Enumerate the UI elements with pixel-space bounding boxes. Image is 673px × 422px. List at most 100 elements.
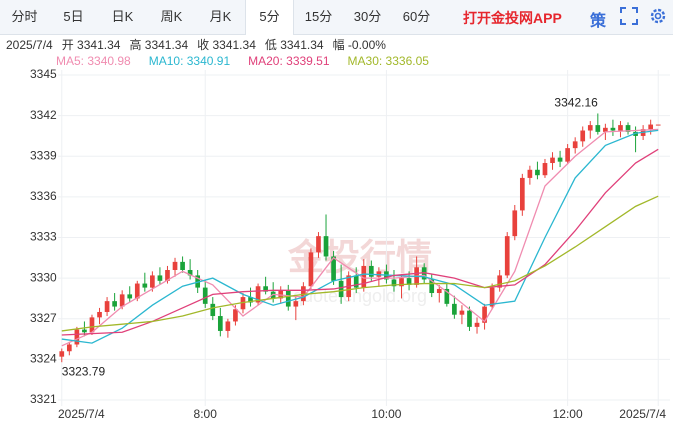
candle-body xyxy=(66,344,72,352)
candle-body xyxy=(225,321,231,331)
candle-body xyxy=(157,275,163,281)
candle-body xyxy=(467,310,472,327)
candle-body xyxy=(504,236,510,276)
x-tick-label: 12:00 xyxy=(553,407,583,421)
candle-body xyxy=(217,316,223,331)
candle-body xyxy=(308,252,314,287)
candle-body xyxy=(648,124,654,130)
candle-body xyxy=(180,261,185,270)
candle-body xyxy=(603,127,608,132)
x-tick-label: 2025/7/4 xyxy=(619,407,666,421)
open-app-link[interactable]: 打开金投网APP xyxy=(463,10,562,26)
candle-body xyxy=(444,288,450,304)
extreme-label: 3342.16 xyxy=(554,96,598,110)
y-tick-label: 3339 xyxy=(30,148,57,162)
x-tick-label: 10:00 xyxy=(371,407,401,421)
tab[interactable]: 5日 xyxy=(63,9,84,24)
candle-body xyxy=(474,322,480,327)
candle-body xyxy=(542,163,548,176)
ma-line xyxy=(61,129,659,344)
candle-body xyxy=(172,261,178,270)
y-tick-label: 3333 xyxy=(30,230,57,244)
candle-body xyxy=(119,294,125,307)
tab[interactable]: 30分 xyxy=(353,9,382,24)
candle-body xyxy=(429,279,435,294)
candle-body xyxy=(127,294,133,299)
y-tick-label: 3342 xyxy=(30,108,57,122)
candle-body xyxy=(368,265,374,277)
strategy-button[interactable]: 策 xyxy=(590,13,607,30)
x-tick-label: 8:00 xyxy=(194,407,218,421)
candle-body xyxy=(391,279,397,287)
candle-body xyxy=(399,278,404,287)
candle-body xyxy=(89,317,95,333)
candle-body xyxy=(595,125,601,132)
tab[interactable]: 月K xyxy=(209,9,232,24)
candle-body xyxy=(557,157,563,162)
tab-bar: 分时 5日 日K 周K 月K 5分 15分 30分 60分 xyxy=(0,0,673,35)
candle-body xyxy=(323,236,329,257)
legend-entry: MA10: 3340.91 xyxy=(149,54,231,68)
info-item: 开 3341.34 xyxy=(62,38,121,52)
tab[interactable]: 60分 xyxy=(402,9,431,24)
y-tick-label: 3327 xyxy=(30,311,57,325)
candle-body xyxy=(82,329,87,333)
candle-body xyxy=(195,275,201,288)
candle-body xyxy=(285,290,291,307)
candle-body xyxy=(240,297,246,310)
info-item: 收 3341.34 xyxy=(197,38,256,52)
tab[interactable]: 周K xyxy=(160,9,183,24)
y-tick-label: 3324 xyxy=(30,352,57,366)
candle-body xyxy=(535,169,540,176)
tab[interactable]: 15分 xyxy=(304,9,333,24)
tab[interactable]: 日K xyxy=(111,9,134,24)
candle-body xyxy=(376,271,382,277)
info-item: 低 3341.34 xyxy=(265,38,324,52)
candle-body xyxy=(338,280,344,298)
candle-body xyxy=(142,283,148,288)
candle-body xyxy=(233,309,238,322)
candle-body xyxy=(512,210,518,237)
candle-body xyxy=(565,148,570,162)
candle-body xyxy=(452,303,457,315)
candle-body xyxy=(459,310,465,315)
candle-body xyxy=(255,286,261,303)
x-tick-label: 2025/7/4 xyxy=(58,407,105,421)
candle-body xyxy=(519,177,525,211)
tab[interactable]: 分时 xyxy=(11,9,38,24)
legend-entry: MA5: 3340.98 xyxy=(56,54,131,68)
candle-body xyxy=(134,283,140,299)
candle-body xyxy=(278,290,284,299)
candle-body xyxy=(436,288,442,294)
candle-body xyxy=(301,286,306,302)
candle-body xyxy=(610,127,616,131)
fullscreen-icon[interactable] xyxy=(620,7,638,25)
candle-body xyxy=(550,157,555,164)
candle-body xyxy=(587,125,593,131)
candle-body xyxy=(112,301,117,307)
candle-body xyxy=(248,297,253,303)
candle-body xyxy=(104,301,110,312)
y-tick-label: 3321 xyxy=(30,392,57,406)
candle-body xyxy=(316,236,321,253)
candle-body xyxy=(655,124,661,126)
settings-icon[interactable] xyxy=(648,6,668,26)
candle-body xyxy=(202,287,208,304)
candle-body xyxy=(625,125,631,132)
candle-body xyxy=(361,265,367,288)
y-tick-label: 3330 xyxy=(30,270,57,284)
candle-body xyxy=(527,169,533,178)
info-item: 高 3341.34 xyxy=(129,37,188,52)
candle-body xyxy=(97,311,102,318)
y-tick-label: 3345 xyxy=(30,67,57,81)
candle-body xyxy=(497,275,503,288)
legend-entry: MA30: 3336.05 xyxy=(348,54,430,68)
candle-body xyxy=(353,275,359,288)
info-item: 2025/7/4 xyxy=(6,38,53,52)
candle-body xyxy=(482,306,487,323)
candle-body xyxy=(187,270,193,276)
tab[interactable]: 5分 xyxy=(245,0,294,35)
ma-line xyxy=(61,148,659,336)
candle-body xyxy=(489,287,495,307)
